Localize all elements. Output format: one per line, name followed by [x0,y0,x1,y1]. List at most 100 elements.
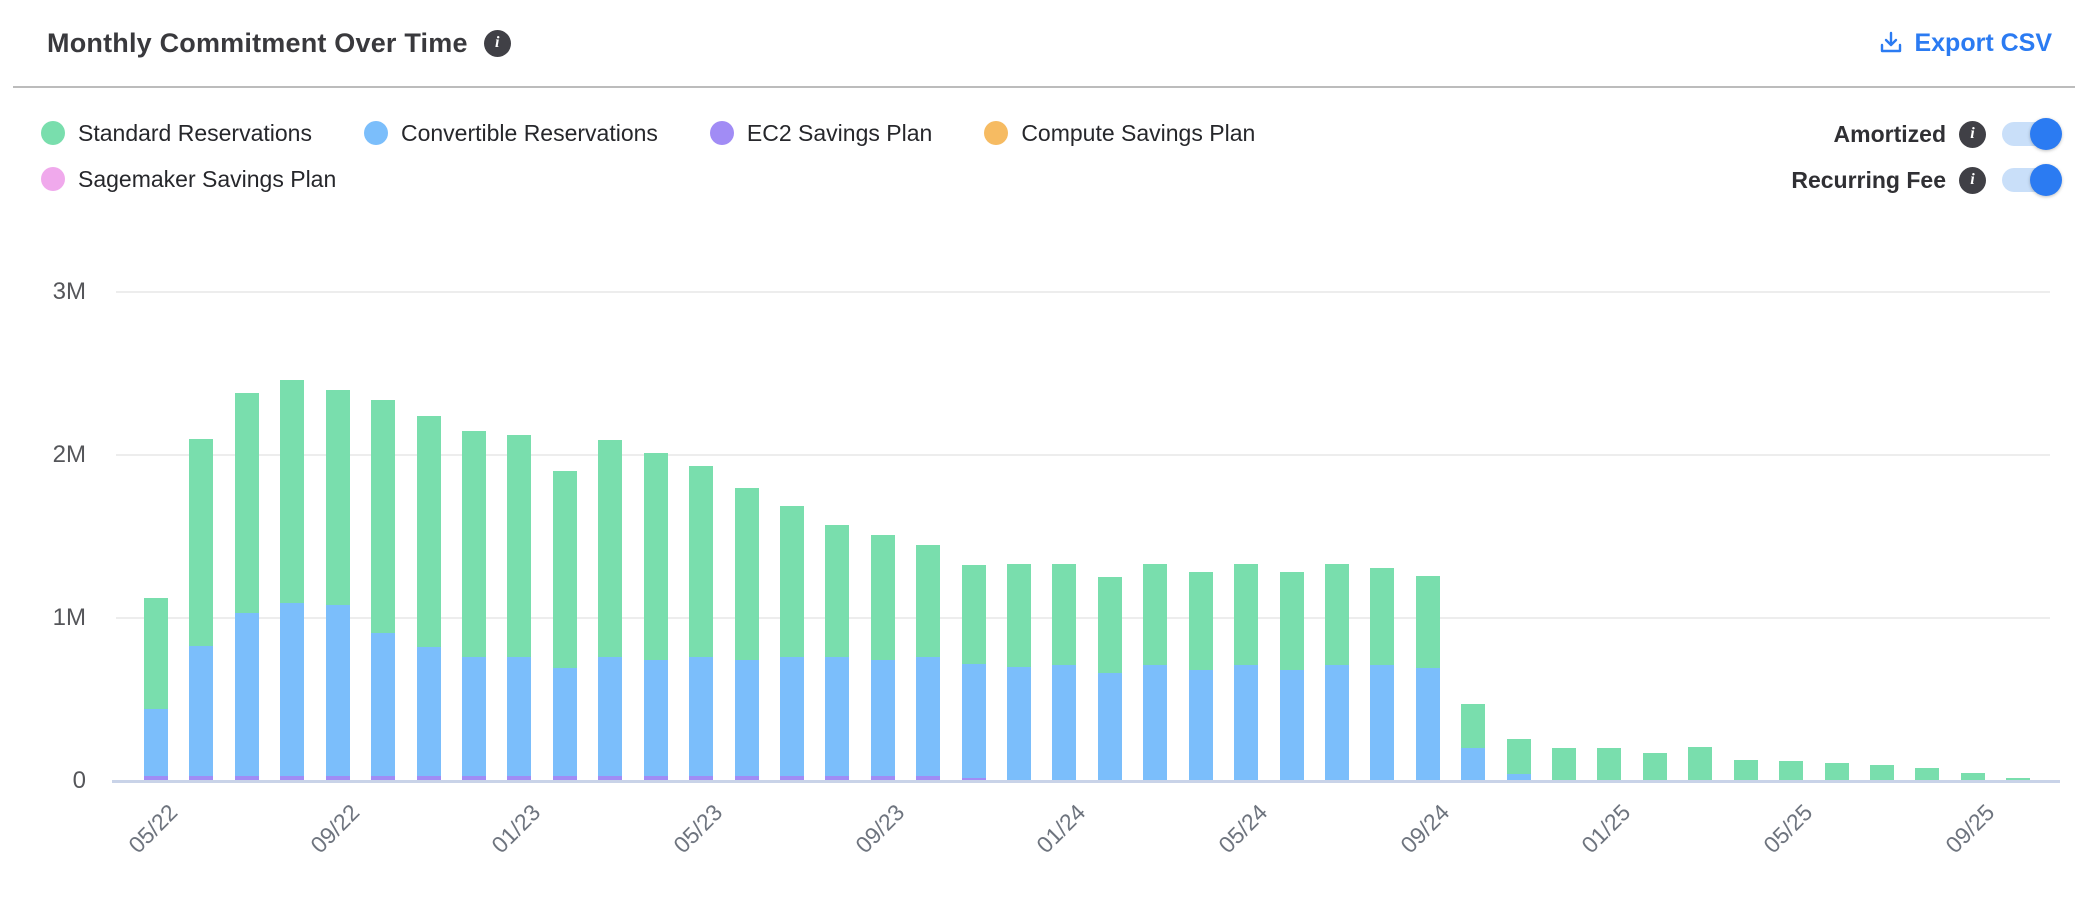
panel-header: Monthly Commitment Over Time i Export CS… [0,0,2088,86]
bar-11/23[interactable] [961,565,986,781]
bar-segment-standard-reservations [689,466,713,658]
bar-segment-standard-reservations [1370,567,1395,666]
bar-01/25[interactable] [1597,748,1622,781]
bar-05/23[interactable] [689,466,713,781]
gridline-1M [116,617,2050,619]
bar-04/23[interactable] [643,453,668,781]
bar-segment-ec2-savings-plan [734,776,759,781]
bar-07/22[interactable] [234,393,259,781]
export-csv-button[interactable]: Export CSV [1878,29,2052,58]
bar-02/24[interactable] [1097,577,1122,782]
bar-segment-convertible-reservations [870,660,895,777]
toggle-switch[interactable] [2002,118,2062,150]
bar-07/24[interactable] [1324,564,1349,781]
bar-12/23[interactable] [1007,564,1031,781]
bar-segment-convertible-reservations [1415,668,1440,781]
bar-segment-standard-reservations [1552,748,1576,781]
bar-12/24[interactable] [1552,748,1576,781]
bar-07/25[interactable] [1870,764,1894,781]
bar-segment-standard-reservations [1733,759,1758,781]
bar-03/24[interactable] [1143,564,1168,781]
toggle-label: Amortized [1833,120,1946,147]
legend-item-ec2-savings-plan[interactable]: EC2 Savings Plan [709,118,932,148]
bar-05/25[interactable] [1779,761,1804,781]
bar-08/23[interactable] [825,525,850,781]
bar-09/24[interactable] [1415,575,1440,781]
y-axis-label-1M: 1M [52,604,86,631]
bar-02/25[interactable] [1642,753,1667,781]
legend-color-dot [41,167,65,191]
bar-01/24[interactable] [1052,564,1077,781]
bar-11/22[interactable] [416,415,441,781]
bar-06/22[interactable] [189,438,214,781]
x-axis-label-09-23: 09/23 [849,799,910,859]
bar-segment-convertible-reservations [961,664,986,779]
bar-06/23[interactable] [734,487,759,781]
gridline-2M [116,454,2050,456]
bar-05/24[interactable] [1234,564,1259,781]
bar-segment-convertible-reservations [689,657,713,777]
y-axis-label-0: 0 [72,767,86,794]
bar-segment-standard-reservations [325,389,350,605]
page-title: Monthly Commitment Over Time [47,27,468,58]
bar-segment-convertible-reservations [371,632,396,777]
bar-segment-convertible-reservations [1234,665,1259,781]
legend-item-standard-reservations[interactable]: Standard Reservations [41,118,312,148]
bar-10/25[interactable] [2006,777,2031,781]
bar-segment-convertible-reservations [1324,665,1349,781]
bar-09/22[interactable] [325,389,350,781]
bar-segment-standard-reservations [1188,572,1213,671]
bar-05/22[interactable] [144,598,168,781]
bar-segment-ec2-savings-plan [779,776,804,781]
bar-segment-standard-reservations [2006,777,2031,781]
bar-segment-convertible-reservations [1279,670,1304,781]
bar-08/24[interactable] [1370,567,1395,782]
bar-segment-convertible-reservations [1007,666,1031,781]
bar-segment-standard-reservations [1052,564,1077,666]
legend-item-convertible-reservations[interactable]: Convertible Reservations [363,118,658,148]
toggle-info-icon[interactable]: i [1959,120,1986,148]
x-axis-label-01-23: 01/23 [486,799,546,859]
bar-04/24[interactable] [1188,572,1213,781]
bar-10/23[interactable] [916,544,941,781]
bar-segment-ec2-savings-plan [961,778,986,781]
legend-item-compute-savings-plan[interactable]: Compute Savings Plan [984,118,1255,148]
bar-09/25[interactable] [1960,772,1985,782]
bar-12/22[interactable] [461,430,486,781]
toggle-switch[interactable] [2002,164,2062,196]
title-info-icon[interactable]: i [483,29,511,57]
y-axis-label-2M: 2M [52,441,86,468]
bar-segment-standard-reservations [1960,772,1985,782]
bar-06/25[interactable] [1824,763,1849,781]
bar-03/25[interactable] [1688,746,1713,781]
legend-item-label: Compute Savings Plan [1021,119,1256,146]
bar-04/25[interactable] [1733,759,1758,781]
bar-segment-standard-reservations [734,487,759,661]
bar-10/24[interactable] [1461,704,1486,781]
legend-item-sagemaker-savings-plan[interactable]: Sagemaker Savings Plan [41,164,336,194]
bar-10/22[interactable] [371,399,396,781]
bar-02/23[interactable] [552,471,577,781]
bar-01/23[interactable] [507,435,532,781]
bar-segment-standard-reservations [1461,704,1486,749]
legend-item-label: Sagemaker Savings Plan [78,165,337,192]
bar-segment-standard-reservations [1279,572,1304,671]
bar-segment-ec2-savings-plan [598,776,623,781]
bar-08/22[interactable] [280,380,305,781]
bar-11/24[interactable] [1506,738,1531,781]
bar-03/23[interactable] [598,440,623,781]
bar-06/24[interactable] [1279,572,1304,781]
bar-segment-convertible-reservations [1052,665,1077,781]
bar-08/25[interactable] [1915,768,1940,781]
bar-09/23[interactable] [870,534,895,781]
bar-segment-convertible-reservations [1461,748,1486,781]
bar-07/23[interactable] [779,505,804,782]
bar-segment-convertible-reservations [416,647,441,777]
bar-segment-convertible-reservations [189,645,214,777]
bar-segment-convertible-reservations [507,657,532,777]
toggle-info-icon[interactable]: i [1959,166,1986,194]
x-axis-label-09-24: 09/24 [1395,799,1455,859]
toggle-knob [2030,118,2062,150]
